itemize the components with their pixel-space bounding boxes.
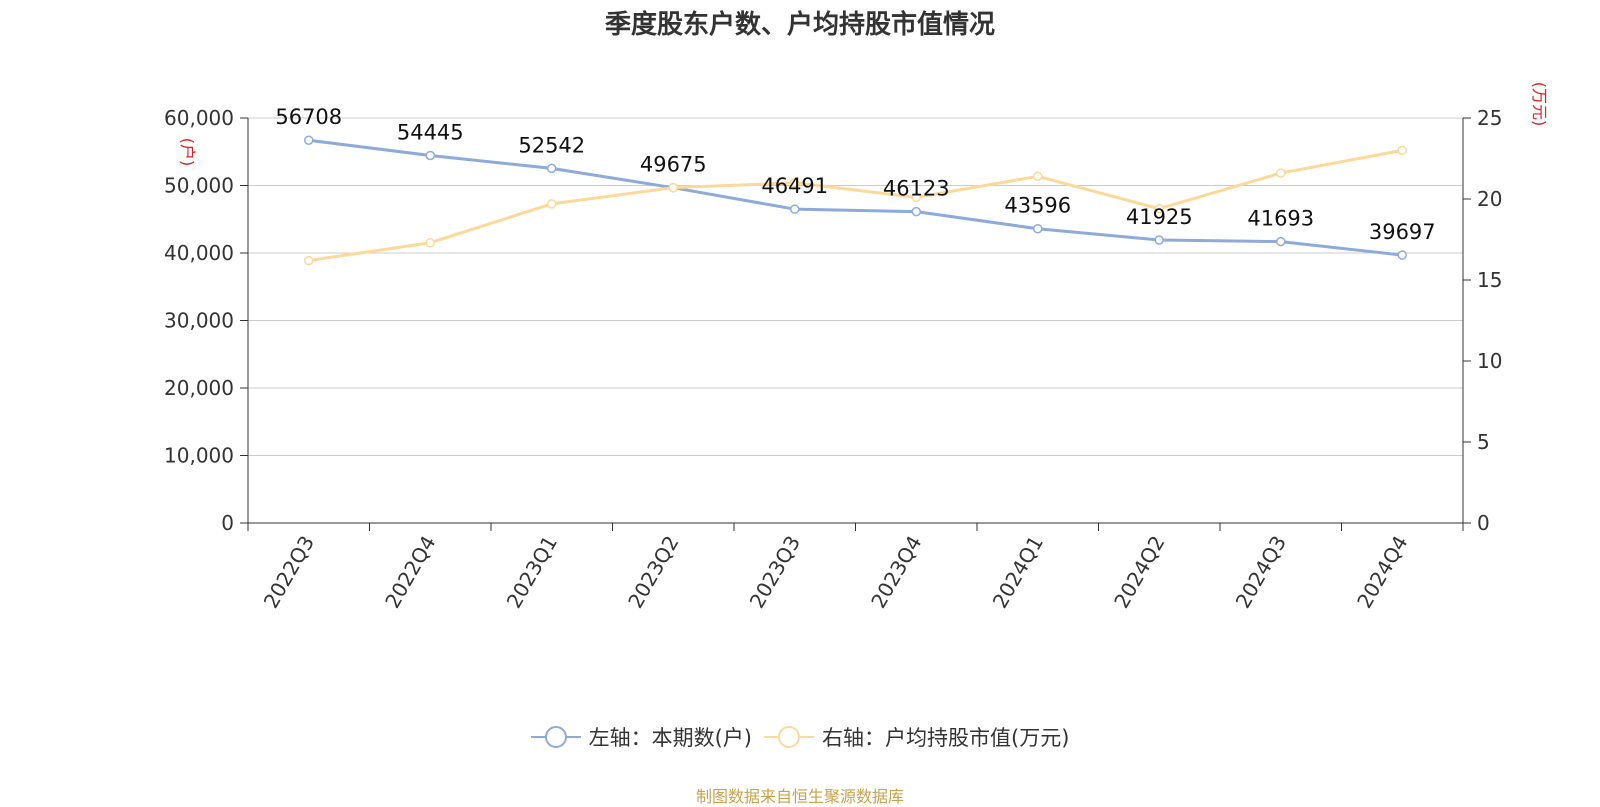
left-series-point — [790, 204, 800, 214]
data-label: 46491 — [761, 174, 828, 198]
x-axis-category-label: 2024Q4 — [1352, 532, 1412, 613]
right-axis-tick-label: 0 — [1477, 511, 1490, 535]
x-axis-category-label: 2022Q4 — [380, 532, 440, 613]
data-label: 41693 — [1247, 207, 1314, 231]
right-series-point — [1397, 145, 1407, 156]
legend-item-left-series[interactable]: 左轴：本期数(户) — [530, 722, 752, 752]
left-axis-tick-label: 60,000 — [164, 106, 234, 130]
right-axis-tick-label: 20 — [1477, 187, 1502, 211]
right-axis-unit: (万元) — [1530, 82, 1549, 127]
x-axis-category-label: 2023Q1 — [502, 532, 562, 613]
legend-left-series-label: 左轴：本期数(户) — [588, 726, 752, 750]
right-series-point — [911, 192, 921, 203]
data-label: 39697 — [1369, 220, 1436, 244]
x-axis-category-label: 2024Q3 — [1231, 532, 1291, 613]
data-label: 52542 — [518, 133, 585, 157]
chart-title: 季度股东户数、户均持股市值情况 — [604, 10, 995, 40]
data-label: 41925 — [1126, 205, 1193, 229]
left-series-line — [308, 138, 1403, 257]
legend-left-series-icon — [530, 726, 581, 748]
right-series-point — [547, 199, 557, 209]
data-label: 56708 — [275, 105, 342, 129]
left-axis-tick-label: 20,000 — [164, 376, 234, 400]
left-series-point — [547, 163, 557, 174]
right-series-point — [1033, 171, 1043, 182]
right-series-point — [425, 237, 435, 248]
data-label: 54445 — [397, 120, 464, 144]
data-label: 43596 — [1004, 194, 1071, 218]
right-series-point — [1276, 168, 1286, 178]
left-axis-tick-label: 40,000 — [164, 241, 234, 265]
left-axis-tick-label: 10,000 — [164, 444, 234, 468]
data-label: 49675 — [640, 153, 707, 177]
legend-item-right-series[interactable]: 右轴：户均持股市值(万元) — [764, 722, 1069, 752]
x-axis-category-label: 2022Q3 — [259, 532, 319, 613]
left-series-point — [911, 206, 921, 217]
right-series-point — [668, 182, 678, 193]
right-series-line — [308, 148, 1403, 263]
left-series-point — [1397, 250, 1407, 260]
legend-right-series-icon — [764, 726, 814, 748]
grid-lines — [248, 117, 1463, 456]
left-series-point — [425, 150, 435, 161]
left-series-point — [1276, 236, 1286, 247]
left-axis-tick-label: 30,000 — [164, 309, 234, 333]
x-axis-category-label: 2024Q2 — [1109, 532, 1169, 613]
left-series-point — [1033, 223, 1043, 234]
right-axis-tick-label: 10 — [1477, 349, 1502, 373]
right-axis-tick-label: 5 — [1477, 430, 1490, 454]
x-axis-category-label: 2023Q4 — [866, 532, 926, 613]
right-series-point — [304, 255, 314, 266]
x-axis-category-label: 2023Q3 — [745, 532, 805, 613]
right-series-point — [790, 178, 800, 188]
right-axis-tick-label: 15 — [1477, 268, 1502, 292]
x-axis-category-label: 2024Q1 — [988, 532, 1048, 613]
right-series-point — [1154, 203, 1164, 214]
left-axis-tick-label: 0 — [221, 511, 234, 535]
left-series-point — [304, 135, 314, 145]
left-axis-tick-label: 50,000 — [164, 174, 234, 198]
data-label: 46123 — [883, 177, 950, 201]
x-axis-category-label: 2023Q2 — [623, 532, 683, 613]
source-note: 制图数据来自恒生聚源数据库 — [695, 787, 904, 806]
data-labels: 56708 54445 52542 49675 46491 46123 43596 41925… — [275, 105, 1435, 244]
right-axis-tick-label: 25 — [1477, 106, 1502, 130]
left-series-point — [1154, 235, 1164, 245]
legend: 左轴：本期数(户) 右轴：户均持股市值(万元) — [0, 722, 1600, 752]
left-axis-unit: (户) — [178, 138, 197, 167]
series-lines — [304, 135, 1407, 266]
legend-right-series-label: 右轴：户均持股市值(万元) — [822, 726, 1070, 750]
